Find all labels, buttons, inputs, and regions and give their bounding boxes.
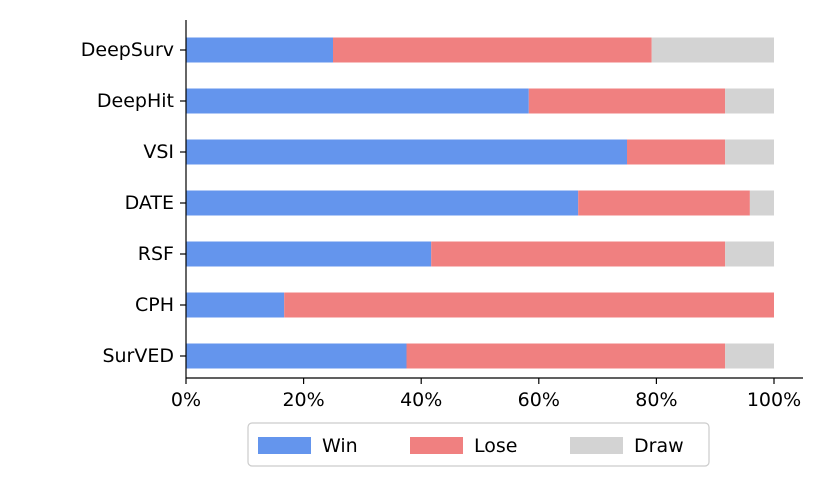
bar-draw-deephit — [725, 88, 774, 114]
bar-draw-vsi — [725, 139, 774, 165]
bar-lose-rsf — [431, 241, 726, 267]
y-tick-label: DATE — [125, 192, 174, 214]
bar-win-deephit — [186, 88, 529, 114]
legend-label-win: Win — [322, 435, 358, 457]
bar-lose-cph — [284, 292, 774, 318]
bar-draw-date — [749, 190, 774, 216]
bar-lose-deepsurv — [333, 37, 652, 63]
x-tick-label: 60% — [518, 389, 560, 411]
bars-group — [186, 37, 774, 369]
legend-swatch-lose — [410, 437, 463, 454]
legend-label-draw: Draw — [634, 435, 684, 457]
bar-draw-surved — [725, 343, 774, 369]
y-tick-label: RSF — [138, 243, 174, 265]
x-tick-label: 80% — [635, 389, 677, 411]
legend-swatch-draw — [570, 437, 623, 454]
bar-draw-deepsurv — [651, 37, 774, 63]
bar-win-vsi — [186, 139, 627, 165]
y-tick-label: CPH — [135, 294, 174, 316]
legend: Win Lose Draw — [247, 422, 710, 467]
y-tick-label: DeepSurv — [81, 39, 174, 61]
bar-win-cph — [186, 292, 285, 318]
x-tick-label: 0% — [171, 389, 201, 411]
x-tick-label: 40% — [400, 389, 442, 411]
x-tick-label: 100% — [747, 389, 801, 411]
x-tick-label: 20% — [282, 389, 324, 411]
bar-draw-rsf — [725, 241, 774, 267]
y-tick-label: SurVED — [102, 345, 174, 367]
bar-lose-surved — [406, 343, 726, 369]
bar-win-rsf — [186, 241, 432, 267]
bar-win-date — [186, 190, 579, 216]
bar-lose-date — [578, 190, 750, 216]
bar-win-surved — [186, 343, 407, 369]
legend-swatch-win — [258, 437, 311, 454]
legend-frame — [247, 422, 710, 467]
bar-lose-vsi — [627, 139, 726, 165]
axes-group: DeepSurv DeepHit VSI DATE RSF CPH SurVED 0% 20% 4… — [81, 20, 803, 411]
y-tick-label: VSI — [143, 141, 174, 163]
bar-win-deepsurv — [186, 37, 333, 63]
bar-lose-deephit — [528, 88, 726, 114]
y-tick-label: DeepHit — [97, 90, 174, 112]
legend-label-lose: Lose — [474, 435, 517, 457]
